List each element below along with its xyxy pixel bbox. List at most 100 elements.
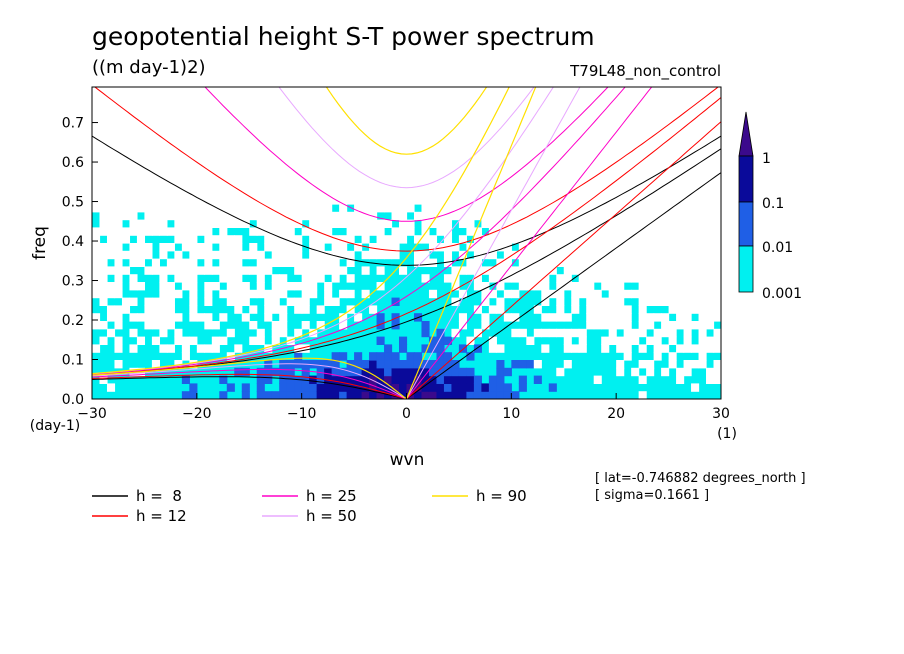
power-cell	[106, 141, 116, 150]
power-cell	[571, 87, 580, 96]
power-cell	[451, 149, 460, 158]
power-cell	[563, 196, 572, 205]
power-cell	[466, 375, 475, 384]
power-cell	[376, 172, 385, 182]
power-cell	[466, 141, 475, 150]
power-cell	[361, 219, 370, 228]
power-cell	[481, 243, 490, 252]
power-cell	[144, 141, 153, 150]
power-cell	[399, 141, 408, 150]
power-cell	[556, 180, 565, 189]
power-cell	[563, 360, 572, 369]
power-cell	[646, 149, 655, 158]
inertia-gravity-wave-h90	[325, 87, 488, 155]
power-cell	[661, 258, 670, 267]
power-cell	[653, 282, 662, 291]
power-cell	[413, 172, 423, 182]
power-cell	[533, 126, 542, 135]
power-cell	[661, 289, 670, 299]
power-cell	[653, 344, 662, 353]
power-cell	[324, 196, 333, 205]
power-cell	[541, 289, 550, 299]
power-cell	[533, 235, 542, 244]
power-cell	[428, 360, 438, 369]
power-cell	[121, 305, 131, 314]
power-cell	[294, 204, 303, 213]
power-cell	[436, 157, 445, 166]
power-cell	[234, 133, 243, 143]
power-cell	[608, 141, 617, 150]
power-cell	[616, 243, 625, 252]
power-cell	[586, 141, 595, 150]
power-cell	[511, 180, 520, 189]
power-cell	[316, 141, 325, 150]
power-cell	[121, 172, 131, 182]
power-cell	[518, 274, 527, 283]
power-cell	[219, 274, 228, 283]
colorbar-swatch-1	[738, 201, 754, 247]
power-cell	[99, 110, 108, 119]
power-cell	[361, 391, 370, 399]
power-cell	[458, 180, 468, 189]
power-cell	[159, 165, 168, 174]
power-cell	[586, 126, 595, 135]
power-cell	[608, 149, 617, 158]
power-cell	[196, 94, 205, 104]
power-cell	[324, 391, 333, 399]
power-cell	[166, 126, 175, 135]
power-cell	[586, 219, 595, 228]
power-cell	[264, 344, 273, 353]
power-cell	[593, 305, 602, 314]
power-cell	[151, 118, 160, 127]
power-cell	[339, 94, 348, 104]
power-cell	[601, 235, 610, 244]
power-cell	[399, 266, 408, 275]
power-cell	[616, 367, 625, 377]
power-cell	[316, 196, 325, 205]
power-cell	[196, 141, 205, 150]
power-cell	[316, 227, 325, 236]
power-cell	[99, 321, 108, 330]
power-cell	[159, 118, 168, 127]
power-cell	[428, 180, 438, 189]
power-cell	[593, 266, 602, 275]
power-cell	[691, 266, 700, 275]
power-cell	[286, 367, 295, 377]
power-cell	[428, 165, 438, 174]
power-cell	[211, 250, 220, 260]
power-cell	[301, 118, 310, 127]
power-cell	[294, 297, 303, 306]
power-cell	[691, 383, 700, 392]
power-cell	[413, 383, 423, 392]
power-cell	[413, 149, 423, 158]
power-cell	[286, 157, 295, 166]
power-cell	[211, 87, 220, 96]
power-cell	[593, 235, 602, 244]
power-cell	[346, 196, 355, 205]
power-cell	[421, 274, 430, 283]
power-cell	[488, 141, 497, 150]
power-cell	[391, 141, 400, 150]
power-cell	[443, 141, 453, 150]
power-cell	[578, 282, 587, 291]
power-cell	[406, 118, 415, 127]
power-cell	[286, 250, 295, 260]
power-cell	[541, 328, 550, 338]
power-cell	[226, 149, 235, 158]
power-cell	[316, 94, 325, 104]
power-cell	[421, 219, 430, 228]
inertia-gravity-wave-h12	[94, 87, 719, 252]
power-cell	[698, 219, 707, 228]
power-cell	[436, 87, 445, 96]
power-cell	[226, 94, 235, 104]
power-cell	[526, 133, 535, 143]
power-cell	[99, 243, 108, 252]
power-cell	[511, 126, 520, 135]
power-cell	[458, 102, 468, 111]
power-cell	[92, 110, 101, 119]
power-cell	[166, 149, 175, 158]
power-cell	[99, 375, 108, 384]
power-cell	[578, 102, 587, 111]
power-cell	[234, 250, 243, 260]
power-cell	[713, 196, 721, 205]
